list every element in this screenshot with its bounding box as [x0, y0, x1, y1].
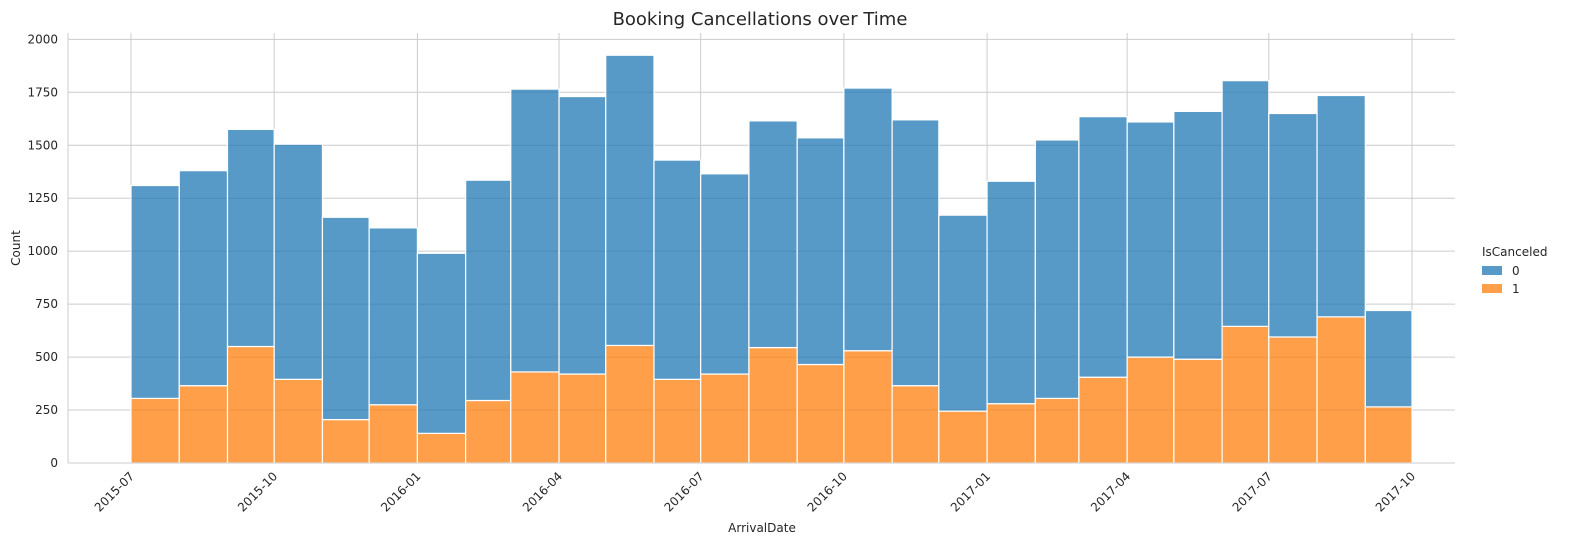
- bar-canceled: [843, 350, 893, 464]
- bar-not-canceled: [1316, 94, 1366, 318]
- x-tick-labels: 2015-07 2015-10 2016-01 2016-04 2016-07 2016-…: [92, 469, 1418, 514]
- bar-not-canceled: [178, 170, 229, 387]
- legend-label: 0: [1512, 264, 1520, 278]
- bar-not-canceled: [558, 95, 607, 375]
- legend-label: 1: [1512, 282, 1520, 296]
- x-tick-label: 2016-01: [378, 469, 423, 514]
- bar-not-canceled: [1364, 309, 1413, 408]
- y-tick-label: 0: [50, 456, 58, 470]
- bar-canceled: [1173, 358, 1223, 464]
- bar-not-canceled: [891, 119, 940, 387]
- x-tick-label: 2015-07: [92, 469, 137, 514]
- bar-not-canceled: [605, 54, 655, 347]
- bar-not-canceled: [653, 159, 702, 380]
- x-tick-label: 2015-10: [235, 469, 280, 514]
- bar-not-canceled: [1268, 112, 1318, 338]
- axes-layer: [67, 33, 1455, 464]
- bar-canceled: [938, 410, 988, 464]
- y-tick-label: 1500: [27, 138, 58, 152]
- chart-title: Booking Cancellations over Time: [613, 9, 908, 30]
- bar-canceled: [368, 404, 418, 464]
- bar-canceled: [1316, 316, 1366, 464]
- bar-not-canceled: [748, 120, 798, 349]
- y-tick-label: 2000: [27, 32, 58, 46]
- bars-layer: [130, 54, 1413, 464]
- bar-not-canceled: [416, 252, 467, 434]
- x-tick-label: 2016-07: [661, 469, 706, 514]
- bar-canceled: [273, 378, 324, 464]
- bar-canceled: [700, 373, 750, 464]
- y-tick-label: 1000: [27, 244, 58, 258]
- bar-canceled: [986, 403, 1036, 464]
- bar-canceled: [1126, 356, 1175, 464]
- bar-canceled: [226, 345, 275, 464]
- y-tick-label: 750: [35, 297, 58, 311]
- bar-canceled: [465, 399, 512, 464]
- x-tick-label: 2016-04: [520, 469, 565, 514]
- x-tick-label: 2017-07: [1230, 469, 1275, 514]
- x-axis-label: ArrivalDate: [728, 521, 796, 535]
- bar-canceled: [416, 432, 467, 464]
- bar-canceled: [558, 373, 607, 464]
- bar-not-canceled: [843, 87, 893, 352]
- y-axis-label: Count: [9, 230, 23, 266]
- x-tick-label: 2017-04: [1088, 469, 1133, 514]
- x-tick-label: 2017-10: [1373, 469, 1418, 514]
- bar-not-canceled: [1173, 110, 1223, 360]
- bar-canceled: [796, 363, 845, 464]
- legend-title: IsCanceled: [1482, 245, 1547, 259]
- bar-canceled: [1078, 376, 1128, 464]
- y-tick-label: 250: [35, 403, 58, 417]
- bar-not-canceled: [1126, 121, 1175, 358]
- bar-canceled: [1268, 336, 1318, 464]
- bar-not-canceled: [130, 184, 180, 399]
- y-tick-label: 500: [35, 350, 58, 364]
- bar-not-canceled: [986, 180, 1036, 405]
- bar-not-canceled: [1078, 116, 1128, 378]
- bar-canceled: [1034, 397, 1080, 464]
- bar-canceled: [321, 418, 370, 464]
- bar-canceled: [510, 371, 560, 464]
- bar-not-canceled: [938, 214, 988, 412]
- bar-canceled: [1221, 325, 1270, 464]
- bar-not-canceled: [321, 216, 370, 421]
- bar-canceled: [130, 397, 180, 464]
- legend-swatch: [1482, 284, 1502, 293]
- bar-not-canceled: [1034, 139, 1080, 399]
- bar-not-canceled: [510, 88, 560, 373]
- legend: IsCanceled 0 1: [1482, 245, 1547, 296]
- x-tick-label: 2017-01: [948, 469, 993, 514]
- y-tick-label: 1750: [27, 85, 58, 99]
- bar-canceled: [653, 378, 702, 464]
- bar-not-canceled: [465, 179, 512, 402]
- bar-not-canceled: [368, 227, 418, 406]
- bar-canceled: [1364, 406, 1413, 464]
- x-tick-label: 2016-10: [805, 469, 850, 514]
- bar-not-canceled: [226, 128, 275, 348]
- legend-swatch: [1482, 266, 1502, 275]
- bar-canceled: [748, 346, 798, 464]
- bar-not-canceled: [273, 143, 324, 380]
- bar-canceled: [178, 385, 229, 464]
- y-tick-labels: 0 250 500 750 1000 1250 1500 1750 2000: [27, 32, 58, 470]
- bar-canceled: [605, 344, 655, 464]
- bar-not-canceled: [700, 173, 750, 375]
- bar-not-canceled: [796, 137, 845, 366]
- y-tick-label: 1250: [27, 191, 58, 205]
- bar-not-canceled: [1221, 80, 1270, 327]
- bar-canceled: [891, 385, 940, 464]
